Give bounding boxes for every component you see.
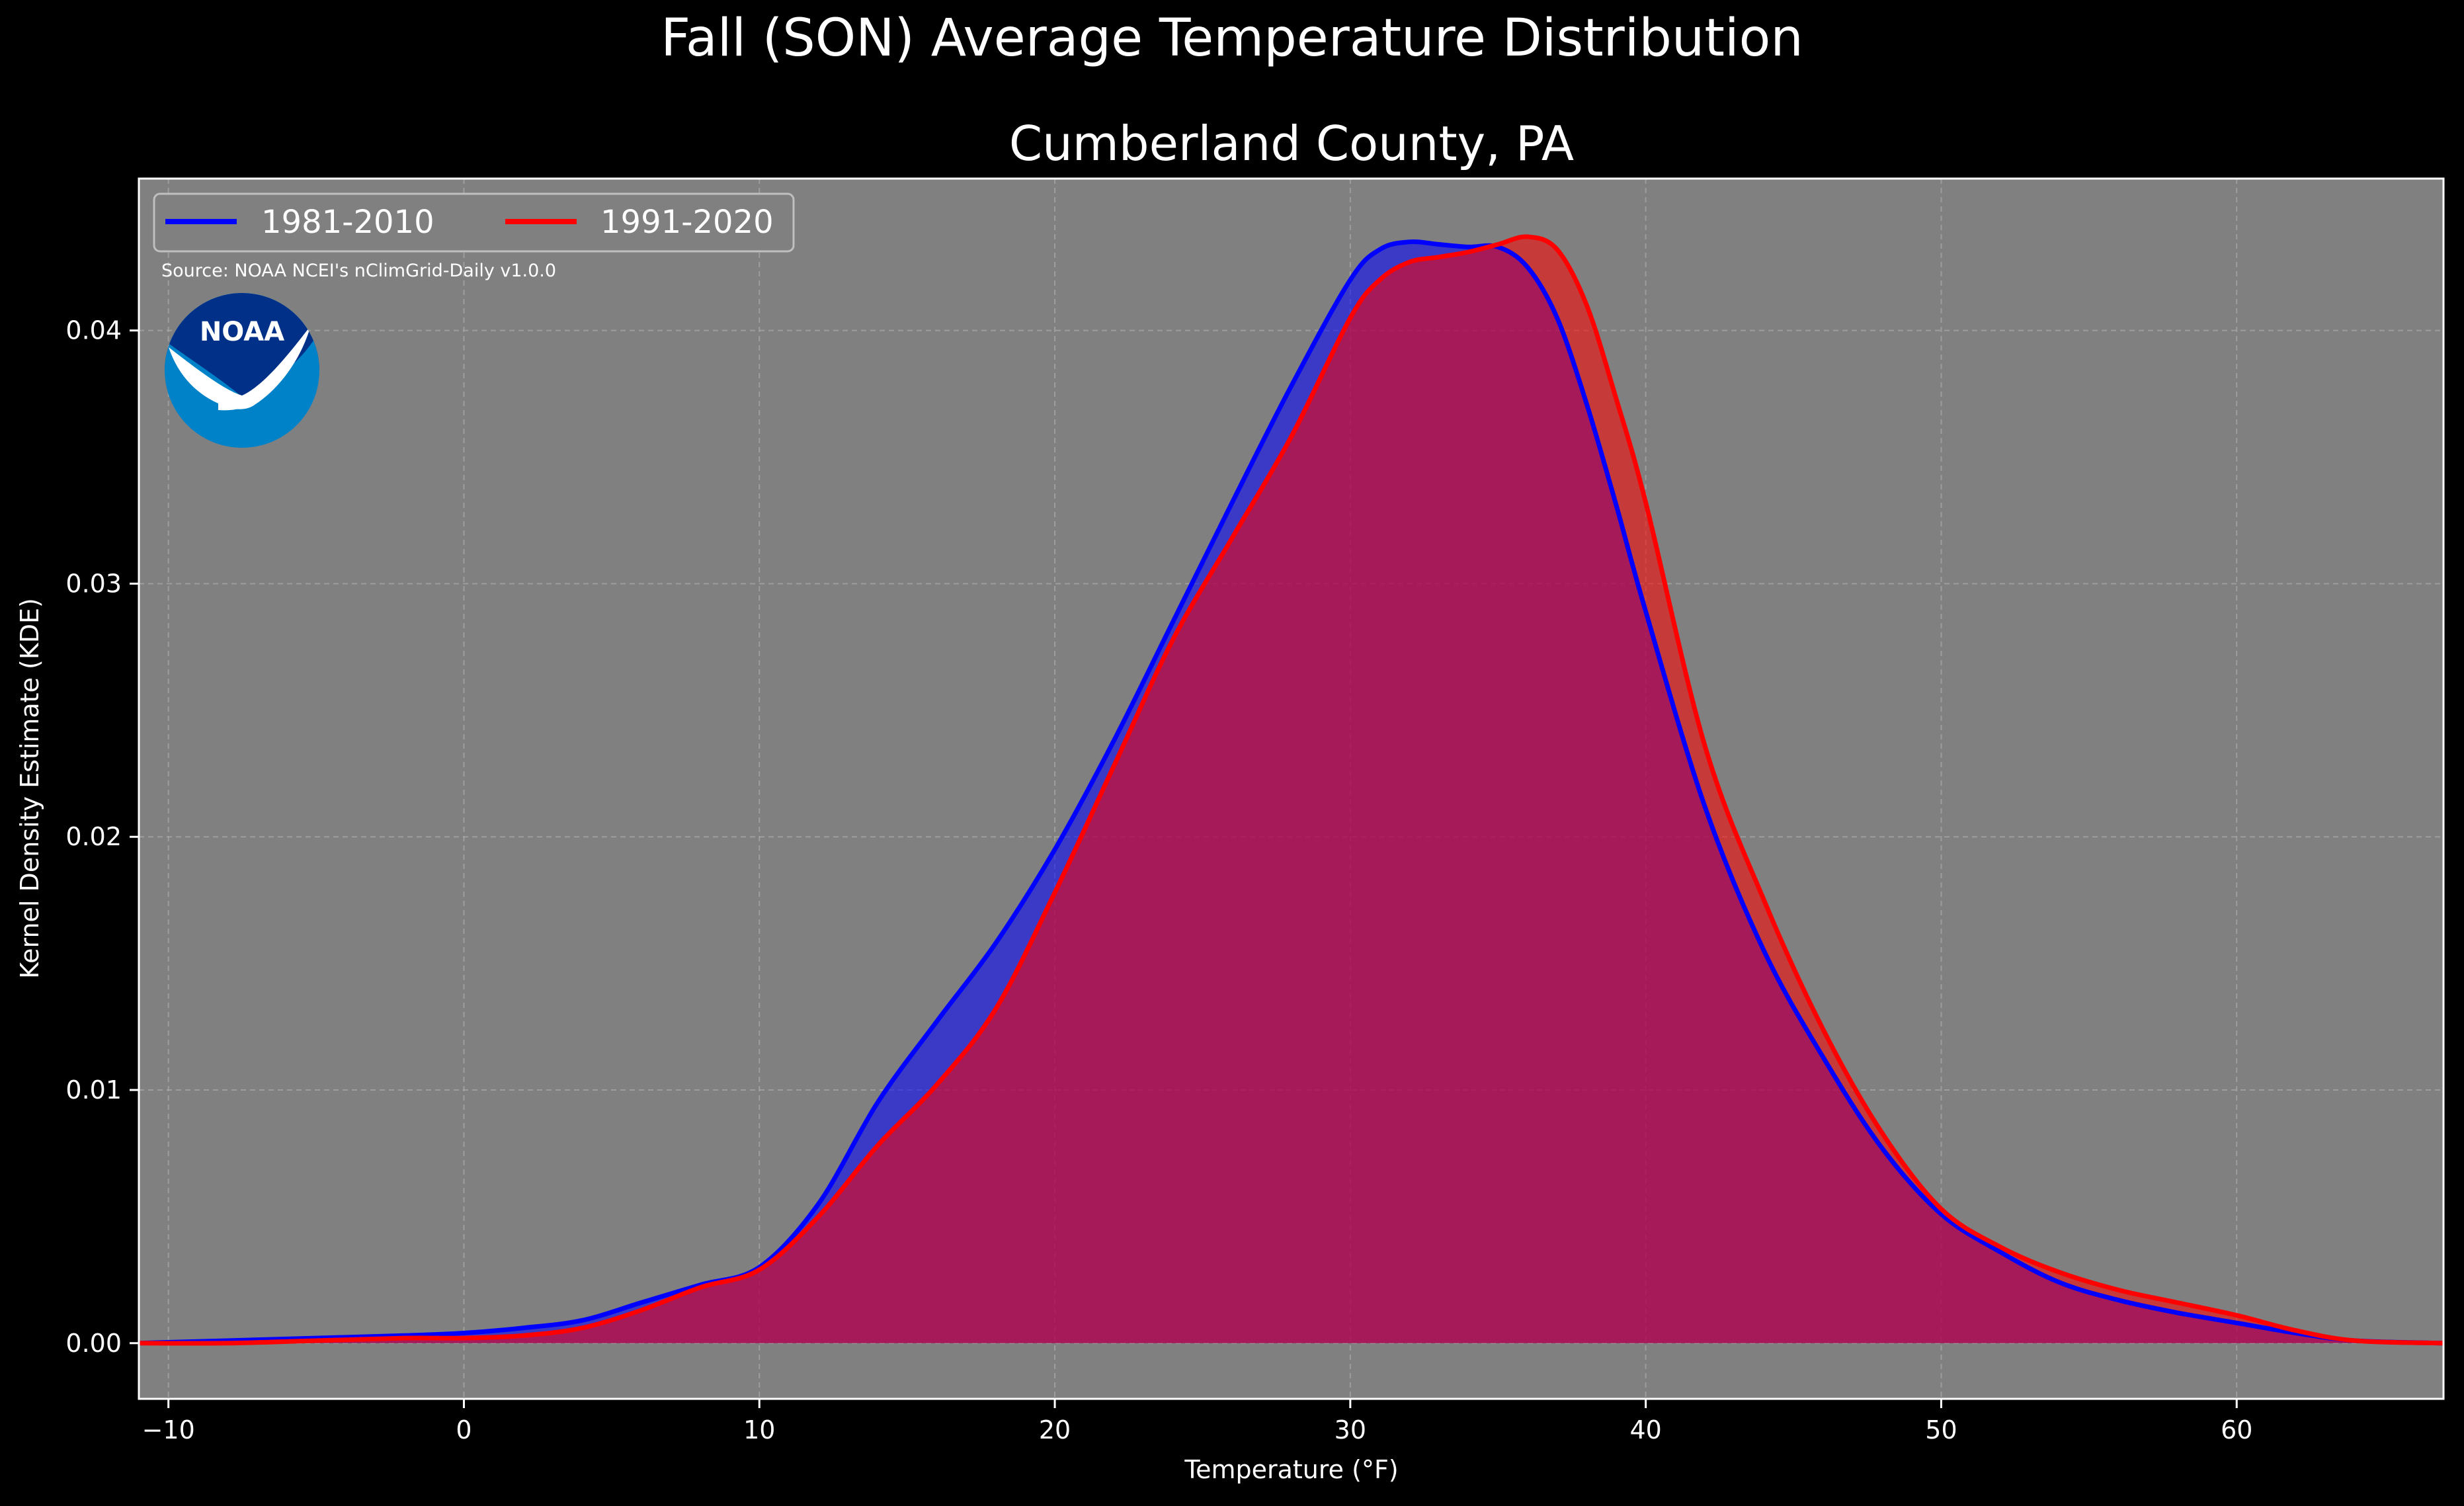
series-lines — [138, 234, 2444, 1346]
x-tick-label: 10 — [743, 1415, 775, 1444]
x-tick-label: 0 — [456, 1415, 472, 1444]
x-tick-label: 50 — [1925, 1415, 1957, 1444]
source-note: Source: NOAA NCEI's nClimGrid-Daily v1.0… — [161, 261, 556, 281]
chart-suptitle: Fall (SON) Average Temperature Distribut… — [661, 9, 1803, 68]
noaa-logo-gull-tail-icon — [218, 396, 261, 411]
legend-label-1981-2010: 1981-2010 — [261, 204, 434, 241]
legend: 1981-2010 1991-2020 — [153, 192, 795, 253]
x-tick-label: 40 — [1629, 1415, 1661, 1444]
noaa-logo-gull-icon — [169, 325, 311, 409]
noaa-logo-text: NOAA — [200, 317, 284, 347]
series-area-1991-2020 — [139, 236, 2443, 1344]
legend-box — [153, 192, 795, 253]
x-tick-label: 60 — [2221, 1415, 2252, 1444]
y-tick-label: 0.00 — [65, 1329, 122, 1358]
y-axis-label: Kernel Density Estimate (KDE) — [15, 598, 44, 979]
y-axis-ticks: 0.00 0.01 0.02 0.03 0.04 — [65, 316, 139, 1358]
x-tick-label: 20 — [1039, 1415, 1071, 1444]
x-axis-label: Temperature (°F) — [1184, 1455, 1398, 1484]
y-tick-label: 0.04 — [65, 316, 122, 345]
legend-label-1991-2020: 1991-2020 — [600, 204, 774, 241]
series-line-1991-2020 — [138, 234, 2444, 1346]
y-tick-label: 0.01 — [65, 1075, 122, 1105]
x-axis-ticks: −10 0 10 20 30 40 50 60 — [142, 1399, 2252, 1444]
y-tick-label: 0.02 — [65, 822, 122, 851]
series-fills — [139, 236, 2443, 1344]
x-tick-label: −10 — [142, 1415, 195, 1444]
x-tick-label: 30 — [1335, 1415, 1366, 1444]
plot-frame — [138, 177, 2445, 1400]
series-line-1981-2010 — [138, 239, 2444, 1346]
chart-title: Cumberland County, PA — [1009, 116, 1574, 171]
noaa-logo: NOAA — [165, 293, 319, 448]
y-tick-label: 0.03 — [65, 569, 122, 598]
